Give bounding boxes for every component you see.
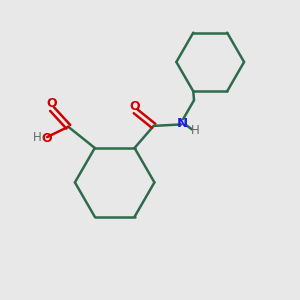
- Text: H: H: [33, 131, 42, 145]
- Text: N: N: [176, 117, 188, 130]
- Text: O: O: [42, 132, 52, 145]
- Text: O: O: [129, 100, 140, 113]
- Text: O: O: [47, 97, 57, 110]
- Text: H: H: [190, 124, 199, 137]
